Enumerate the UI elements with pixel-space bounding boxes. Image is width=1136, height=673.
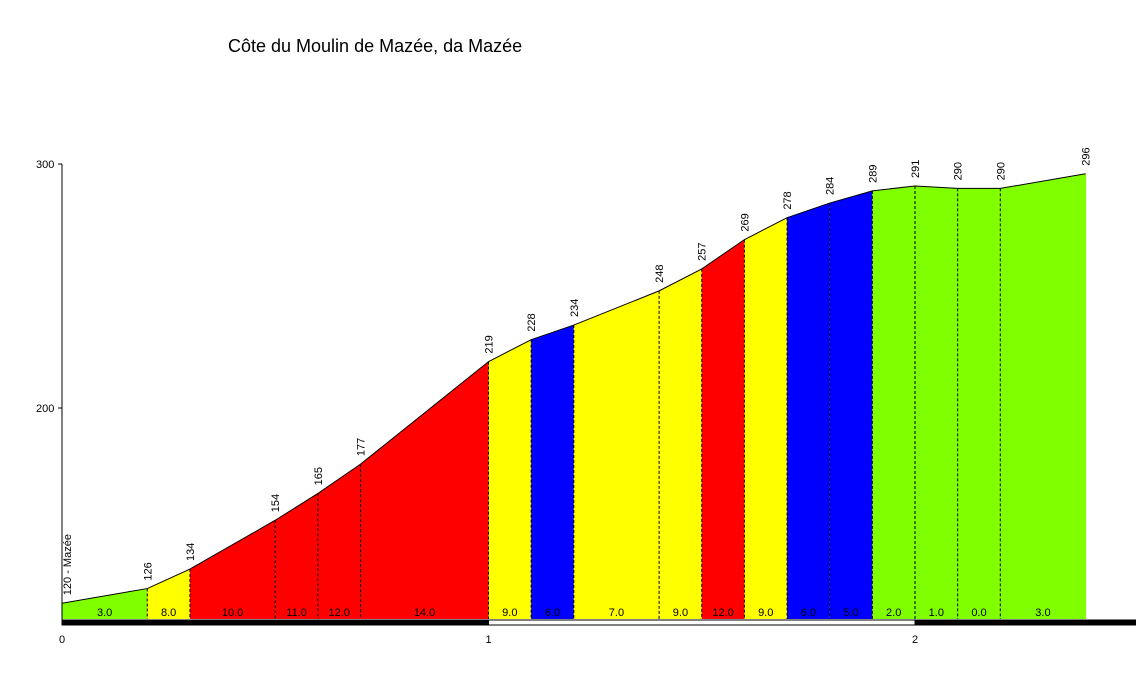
gradient-label: 7.0: [609, 607, 624, 619]
elevation-label: 269: [739, 213, 751, 231]
elevation-label: 296: [1081, 147, 1093, 165]
x-tick-label: 0: [59, 634, 65, 646]
elevation-label: 290: [995, 162, 1007, 180]
gradient-segment: [957, 188, 1001, 619]
profile-line: [61, 173, 1086, 604]
distance-bar-band: [61, 619, 489, 626]
gradient-label: 8.0: [161, 607, 176, 619]
distance-bar-band: [488, 619, 916, 626]
gradient-segment: [189, 520, 276, 619]
gradient-segment: [147, 569, 190, 619]
gradient-label: 12.0: [712, 607, 733, 619]
gradient-label: 3.0: [1035, 607, 1050, 619]
gradient-segment: [787, 203, 830, 620]
elevation-label: 165: [313, 467, 325, 485]
gradient-segment: [573, 290, 660, 619]
elevation-label: 291: [910, 160, 922, 178]
gradient-label: 3.0: [97, 607, 112, 619]
gradient-label: 9.0: [758, 607, 773, 619]
elevation-label: 228: [526, 313, 538, 331]
gradient-segment: [275, 493, 318, 619]
gradient-segment: [872, 185, 915, 619]
gradient-segments: 3.0 8.0 10.0 11.0 12.0 14.0 9.0 6.0 7.0 9.0 12.0 9.…: [62, 173, 1087, 620]
gradient-segment: [659, 268, 702, 619]
distance-bar-band: [914, 619, 1136, 626]
start-label: 120 - Mazée: [62, 534, 74, 595]
elevation-label: 234: [569, 299, 581, 317]
elevation-label: 284: [825, 177, 837, 195]
x-tick-label: 1: [486, 634, 492, 646]
gradient-label: 6.0: [545, 607, 560, 619]
gradient-label: 6.0: [801, 607, 816, 619]
gradient-label: 1.0: [929, 607, 944, 619]
elevation-labels: 126 134 154 165 177 219 228 234 248 257 269 278 284 2…: [62, 147, 1093, 595]
gradient-label: 9.0: [502, 607, 517, 619]
gradient-label: 2.0: [886, 607, 901, 619]
elevation-label: 177: [356, 438, 368, 456]
elevation-label: 289: [867, 164, 879, 182]
elevation-label: 126: [142, 562, 154, 580]
elevation-label: 248: [654, 265, 666, 283]
gradient-label: 0.0: [971, 607, 986, 619]
chart-title: Côte du Moulin de Mazée, da Mazée: [228, 36, 522, 56]
elevation-label: 219: [484, 335, 496, 353]
gradient-label: 12.0: [329, 607, 350, 619]
profile-line-group: [61, 173, 1086, 604]
elevation-label: 257: [697, 243, 709, 261]
elevation-label: 154: [270, 494, 282, 512]
gradient-segment: [62, 588, 148, 619]
gradient-segment: [317, 464, 361, 619]
gradient-segment: [531, 325, 574, 619]
gradient-label: 11.0: [286, 607, 307, 619]
y-tick-label: 300: [36, 159, 54, 171]
gradient-label: 14.0: [414, 607, 435, 619]
gradient-segment: [360, 361, 489, 619]
gradient-label: 5.0: [843, 607, 858, 619]
y-tick-label: 200: [36, 403, 54, 415]
elevation-label: 134: [185, 543, 197, 561]
segment-dividers: [146, 173, 1087, 619]
gradient-label: 9.0: [673, 607, 688, 619]
gradient-segment: [488, 339, 532, 619]
gradient-segment: [701, 239, 745, 619]
x-tick-label: 2: [912, 634, 918, 646]
elevation-label: 290: [953, 162, 965, 180]
gradient-segment: [829, 190, 873, 619]
gradient-segment: [744, 217, 788, 619]
elevation-label: 278: [782, 191, 794, 209]
gradient-segment: [915, 185, 958, 619]
gradient-segment: [1000, 173, 1086, 619]
axes: 200 300 0 1 2: [36, 159, 1136, 646]
gradient-label: 10.0: [222, 607, 243, 619]
